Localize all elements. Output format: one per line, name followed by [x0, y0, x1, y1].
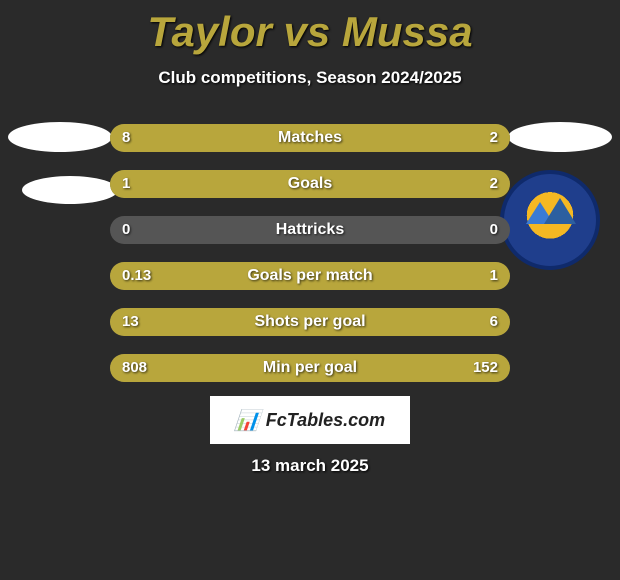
stats-container: 8Matches21Goals20Hattricks00.13Goals per… — [110, 124, 510, 400]
date-label: 13 march 2025 — [0, 456, 620, 476]
stat-label: Goals — [110, 170, 510, 198]
stat-value-right: 0 — [490, 216, 498, 244]
player-left-ellipse-1 — [8, 122, 112, 152]
player-right-ellipse — [508, 122, 612, 152]
subtitle: Club competitions, Season 2024/2025 — [0, 68, 620, 88]
stat-row: 13Shots per goal6 — [110, 308, 510, 336]
stat-label: Hattricks — [110, 216, 510, 244]
fctables-icon: 📊 — [234, 408, 261, 433]
stat-label: Goals per match — [110, 262, 510, 290]
stat-row: 1Goals2 — [110, 170, 510, 198]
stat-value-right: 2 — [490, 170, 498, 198]
stat-row: 0Hattricks0 — [110, 216, 510, 244]
fctables-watermark: 📊 FcTables.com — [210, 396, 410, 444]
player-left-ellipse-2 — [22, 176, 118, 204]
stat-value-right: 1 — [490, 262, 498, 290]
stat-row: 0.13Goals per match1 — [110, 262, 510, 290]
stat-row: 8Matches2 — [110, 124, 510, 152]
stat-value-right: 152 — [473, 354, 498, 382]
stat-value-right: 6 — [490, 308, 498, 336]
stat-value-right: 2 — [490, 124, 498, 152]
stat-label: Min per goal — [110, 354, 510, 382]
page-title: Taylor vs Mussa — [0, 0, 620, 56]
club-badge — [500, 170, 600, 270]
stat-label: Matches — [110, 124, 510, 152]
stat-row: 808Min per goal152 — [110, 354, 510, 382]
stat-label: Shots per goal — [110, 308, 510, 336]
fctables-label: FcTables.com — [266, 410, 385, 431]
